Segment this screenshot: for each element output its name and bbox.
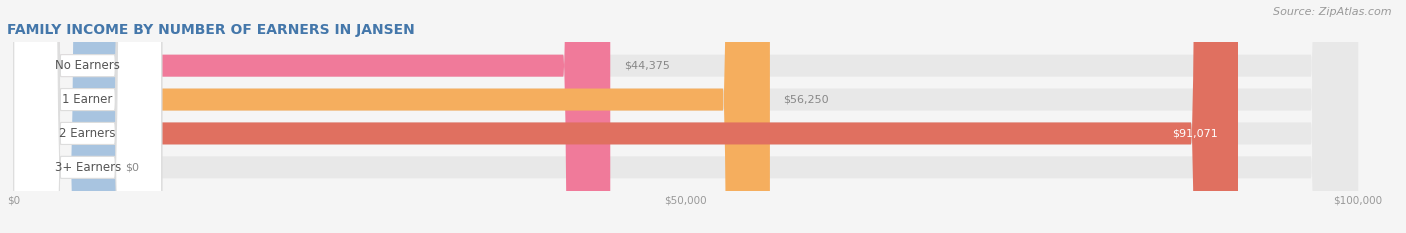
Text: $91,071: $91,071: [1173, 128, 1218, 138]
FancyBboxPatch shape: [14, 0, 1358, 233]
FancyBboxPatch shape: [14, 0, 162, 233]
Text: No Earners: No Earners: [55, 59, 120, 72]
FancyBboxPatch shape: [14, 0, 610, 233]
FancyBboxPatch shape: [14, 0, 1358, 233]
Text: 1 Earner: 1 Earner: [62, 93, 112, 106]
FancyBboxPatch shape: [14, 0, 162, 233]
FancyBboxPatch shape: [14, 0, 117, 233]
Text: $0: $0: [125, 162, 139, 172]
Text: Source: ZipAtlas.com: Source: ZipAtlas.com: [1274, 7, 1392, 17]
FancyBboxPatch shape: [14, 0, 1358, 233]
FancyBboxPatch shape: [14, 0, 1239, 233]
FancyBboxPatch shape: [14, 0, 162, 233]
Text: $44,375: $44,375: [624, 61, 669, 71]
Text: $56,250: $56,250: [783, 95, 830, 105]
FancyBboxPatch shape: [14, 0, 770, 233]
Text: 3+ Earners: 3+ Earners: [55, 161, 121, 174]
FancyBboxPatch shape: [14, 0, 162, 233]
Text: 2 Earners: 2 Earners: [59, 127, 115, 140]
Text: FAMILY INCOME BY NUMBER OF EARNERS IN JANSEN: FAMILY INCOME BY NUMBER OF EARNERS IN JA…: [7, 23, 415, 37]
FancyBboxPatch shape: [14, 0, 1358, 233]
